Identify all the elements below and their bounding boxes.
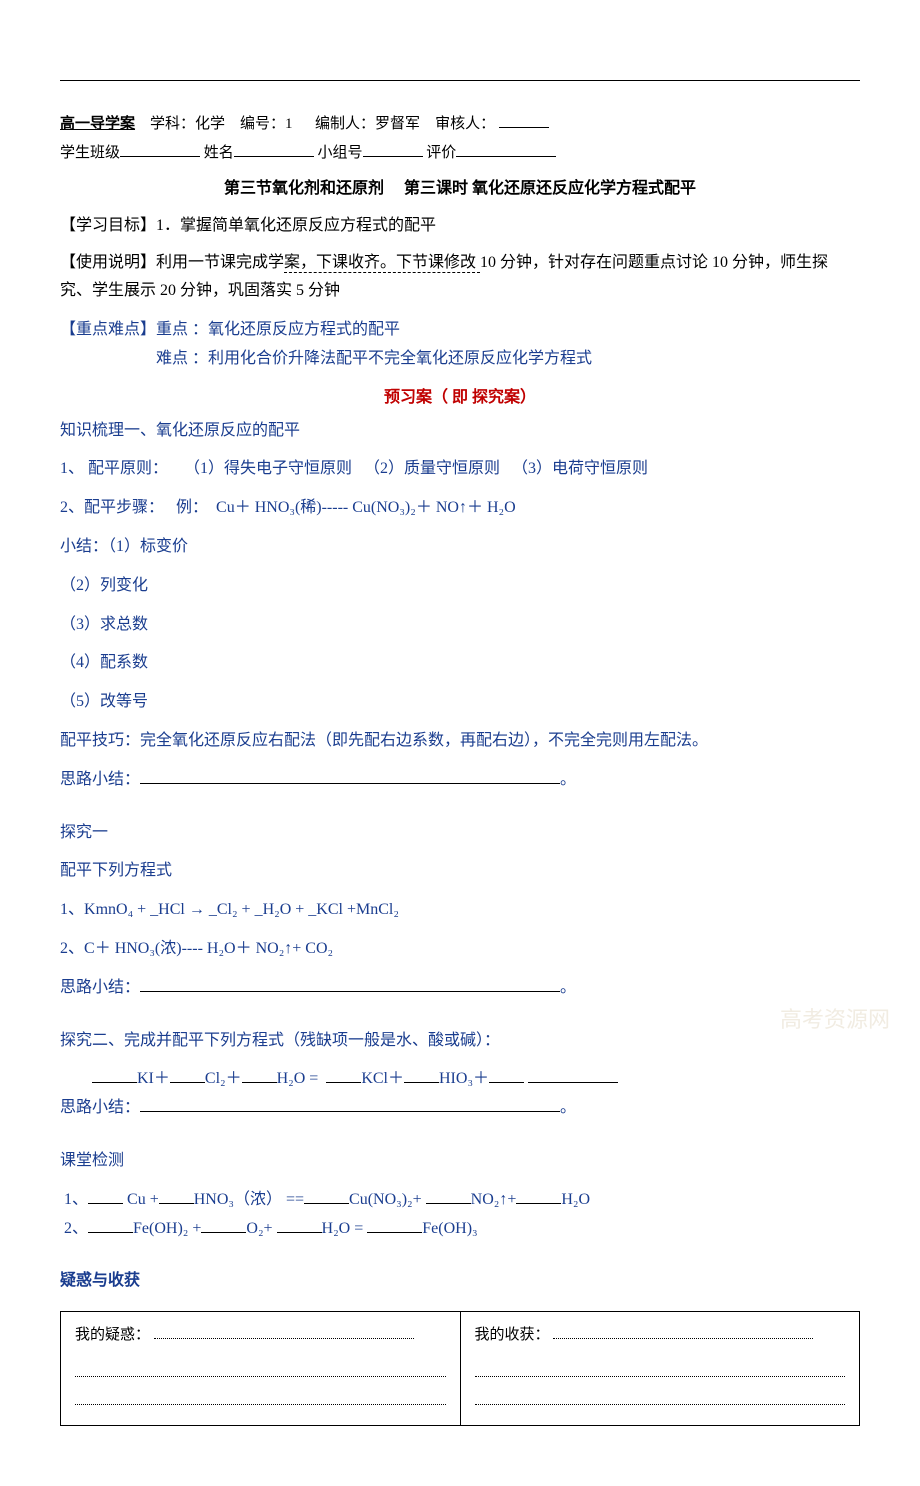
explore2-eq: KI＋Cl₂＋H₂O = KCl＋HIO₃＋	[92, 1065, 860, 1094]
doubts-table: 我的疑惑： 我的收获：	[60, 1311, 860, 1426]
reviewer: 审核人：	[435, 116, 495, 132]
step-2: （2）列变化	[60, 572, 860, 601]
serial: 编号：1	[240, 116, 293, 132]
header-line-1: 高一导学案 学科：化学 编号：1 编制人：罗督军 审核人：	[60, 111, 860, 138]
instructions: 【使用说明】利用一节课完成学案，下课收齐。下节课修改 10 分钟，针对存在问题重…	[60, 249, 860, 307]
name-label: 姓名	[204, 145, 234, 161]
doubts-title: 疑惑与收获	[60, 1267, 860, 1296]
balancing-tip: 配平技巧：完全氧化还原反应右配法（即先配右边系数，再配右边），不完全完则用左配法…	[60, 727, 860, 756]
step-5: （5）改等号	[60, 688, 860, 717]
summary-blank-2: 思路小结：。	[60, 974, 860, 1003]
lesson-title: 第三节氧化剂和还原剂 第三课时 氧化还原还反应化学方程式配平	[60, 175, 860, 204]
class-label: 学生班级	[60, 145, 120, 161]
doubts-cell: 我的疑惑：	[61, 1312, 461, 1426]
steps-row: 2、配平步骤： 例： Cu＋ HNO₃(稀)----- Cu(NO₃)₂＋ NO…	[60, 494, 860, 523]
step-3: （3）求总数	[60, 611, 860, 640]
preview-title: 预习案（ 即 探究案）	[60, 384, 860, 413]
course-label: 高一导学案	[60, 116, 135, 132]
group-label: 小组号	[318, 145, 363, 161]
summary-steps: 小结：（1）标变价	[60, 533, 860, 562]
step-4: （4）配系数	[60, 649, 860, 678]
explore-1-title: 探究一	[60, 819, 860, 848]
explore1-eq-2: 2、C＋ HNO₃(浓)---- H₂O＋ NO₂↑+ CO₂	[60, 935, 860, 964]
classroom-eq-2: 2、Fe(OH)₂ +O₂+ H₂O = Fe(OH)₃	[60, 1215, 860, 1244]
principle-row: 1、 配平原则： （1）得失电子守恒原则 （2）质量守恒原则 （3）电荷守恒原则	[60, 455, 860, 484]
summary-blank-1: 思路小结：。	[60, 766, 860, 795]
learning-goals: 【学习目标】1．掌握简单氧化还原反应方程式的配平	[60, 212, 860, 241]
explore1-eq-1: 1、KmnO₄ + _HCl → _Cl₂ + _H₂O + _KCl +MnC…	[60, 896, 860, 925]
knowledge-title: 知识梳理一、氧化还原反应的配平	[60, 417, 860, 446]
classroom-title: 课堂检测	[60, 1147, 860, 1176]
gains-cell: 我的收获：	[460, 1312, 860, 1426]
explore-2-title: 探究二、完成并配平下列方程式（残缺项一般是水、酸或碱）：	[60, 1027, 860, 1056]
header-line-2: 学生班级 姓名 小组号 评价	[60, 140, 860, 167]
eval-label: 评价	[426, 145, 456, 161]
classroom-eq-1: 1、 Cu +HNO₃（浓） ==Cu(NO₃)₂+ NO₂↑+H₂O	[60, 1186, 860, 1215]
subject: 学科：化学	[150, 116, 225, 132]
explore-1-subtitle: 配平下列方程式	[60, 857, 860, 886]
summary-blank-3: 思路小结：。	[60, 1094, 860, 1123]
key-difficult: 【重点难点】重点 ：氧化还原反应方程式的配平 难点 ：利用化合价升降法配平不完全…	[60, 316, 860, 374]
author: 编制人：罗督军	[315, 116, 420, 132]
